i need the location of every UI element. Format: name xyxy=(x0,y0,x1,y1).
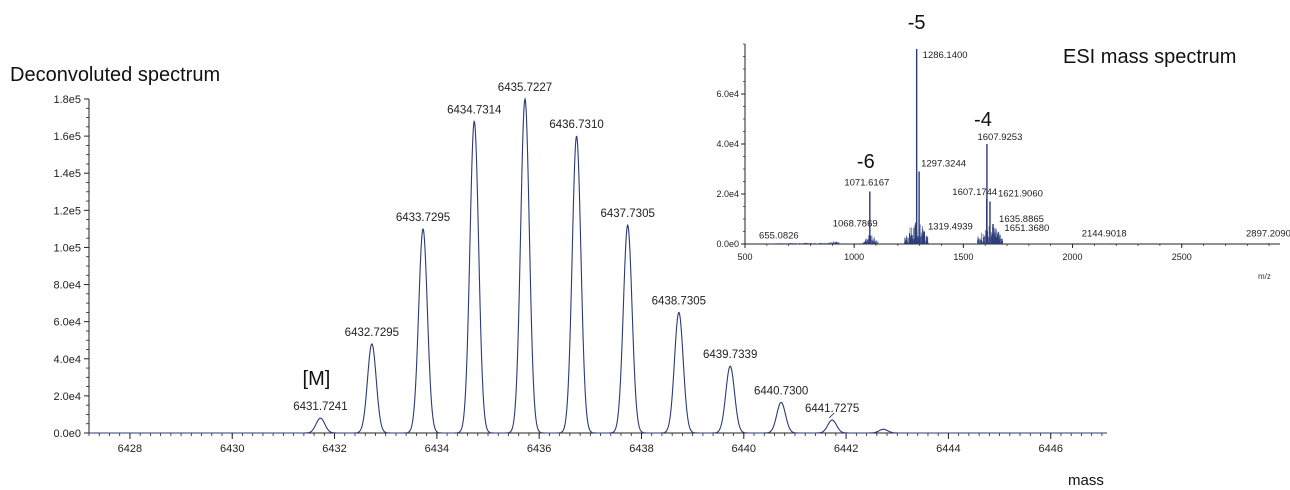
peak-label: 6438.7305 xyxy=(652,295,706,307)
inset-peak-label: 1607.9253 xyxy=(977,132,1022,143)
inset-y-tick-label: 6.0e4 xyxy=(716,89,739,99)
inset-x-tick-label: 1500 xyxy=(953,252,973,262)
main-x-tick-label: 6438 xyxy=(629,443,653,455)
inset-x-tick-label: 1000 xyxy=(844,252,864,262)
main-chart-title: Deconvoluted spectrum xyxy=(10,64,220,86)
peak-label: 6431.7241 xyxy=(293,401,347,413)
inset-peak-label: 1635.8865 xyxy=(999,214,1044,225)
inset-y-tick-label: 2.0e4 xyxy=(716,189,739,199)
main-x-tick-label: 6432 xyxy=(322,443,346,455)
main-y-tick-label: 0.0e0 xyxy=(53,428,81,440)
inset-peak-label: 1621.9060 xyxy=(998,189,1043,200)
main-x-tick-label: 6436 xyxy=(527,443,551,455)
main-x-tick-label: 6434 xyxy=(425,443,449,455)
peak-label: 6433.7295 xyxy=(396,212,450,224)
monoisotopic-annotation: [M] xyxy=(303,368,331,390)
main-x-axis-label: mass xyxy=(1068,472,1104,489)
main-x-tick-label: 6444 xyxy=(936,443,960,455)
inset-peak-label: 1607.1744 xyxy=(952,187,997,198)
inset-peak-label: 655.0826 xyxy=(759,230,799,241)
inset-chart-title: ESI mass spectrum xyxy=(1063,46,1236,68)
peak-label: 6441.7275 xyxy=(805,403,859,415)
inset-peak-label: 1319.4939 xyxy=(928,222,973,233)
inset-peak-label: 2897.2090 xyxy=(1246,228,1290,239)
main-x-tick-label: 6430 xyxy=(220,443,244,455)
main-y-tick-label: 1.2e5 xyxy=(53,205,81,217)
charge-state-label: -6 xyxy=(857,151,875,173)
inset-peak-label: 2144.9018 xyxy=(1082,229,1127,240)
charge-state-label: -4 xyxy=(974,109,992,131)
charge-state-label: -5 xyxy=(908,12,926,34)
main-y-tick-label: 2.0e4 xyxy=(53,391,81,403)
peak-label: 6440.7300 xyxy=(754,385,808,397)
peak-label: 6439.7339 xyxy=(703,349,757,361)
peak-label: 6432.7295 xyxy=(345,327,399,339)
peak-label: 6437.7305 xyxy=(601,208,655,220)
inset-peak-label: 1651.3680 xyxy=(1004,223,1049,234)
inset-peak-label: 1071.6167 xyxy=(844,178,889,189)
inset-x-axis-label: m/z xyxy=(1258,272,1271,281)
main-y-tick-label: 8.0e4 xyxy=(53,280,81,292)
main-y-tick-label: 1.0e5 xyxy=(53,242,81,254)
deconvoluted-spectrum-line xyxy=(89,97,1107,434)
peak-label: 6435.7227 xyxy=(498,82,552,94)
main-y-tick-label: 1.6e5 xyxy=(53,131,81,143)
peak-label-connector xyxy=(828,412,835,419)
main-x-tick-label: 6442 xyxy=(834,443,858,455)
inset-peak-label: 1286.1400 xyxy=(923,50,968,61)
main-x-tick-label: 6446 xyxy=(1038,443,1062,455)
inset-x-tick-label: 2000 xyxy=(1063,252,1083,262)
peak-label: 6434.7314 xyxy=(447,104,502,116)
inset-x-tick-label: 2500 xyxy=(1172,252,1192,262)
peak-label: 6436.7310 xyxy=(549,119,603,131)
inset-peak-label: 1297.3244 xyxy=(921,159,966,170)
main-y-tick-label: 4.0e4 xyxy=(53,354,81,366)
inset-peak-label: 1068.7869 xyxy=(833,218,878,229)
inset-y-tick-label: 0.0e0 xyxy=(716,239,739,249)
inset-x-tick-label: 500 xyxy=(737,252,752,262)
main-y-tick-label: 1.4e5 xyxy=(53,168,81,180)
main-y-tick-label: 1.8e5 xyxy=(53,94,81,106)
inset-y-tick-label: 4.0e4 xyxy=(716,139,739,149)
main-x-tick-label: 6440 xyxy=(732,443,756,455)
main-x-tick-label: 6428 xyxy=(118,443,142,455)
main-y-tick-label: 6.0e4 xyxy=(53,317,81,329)
